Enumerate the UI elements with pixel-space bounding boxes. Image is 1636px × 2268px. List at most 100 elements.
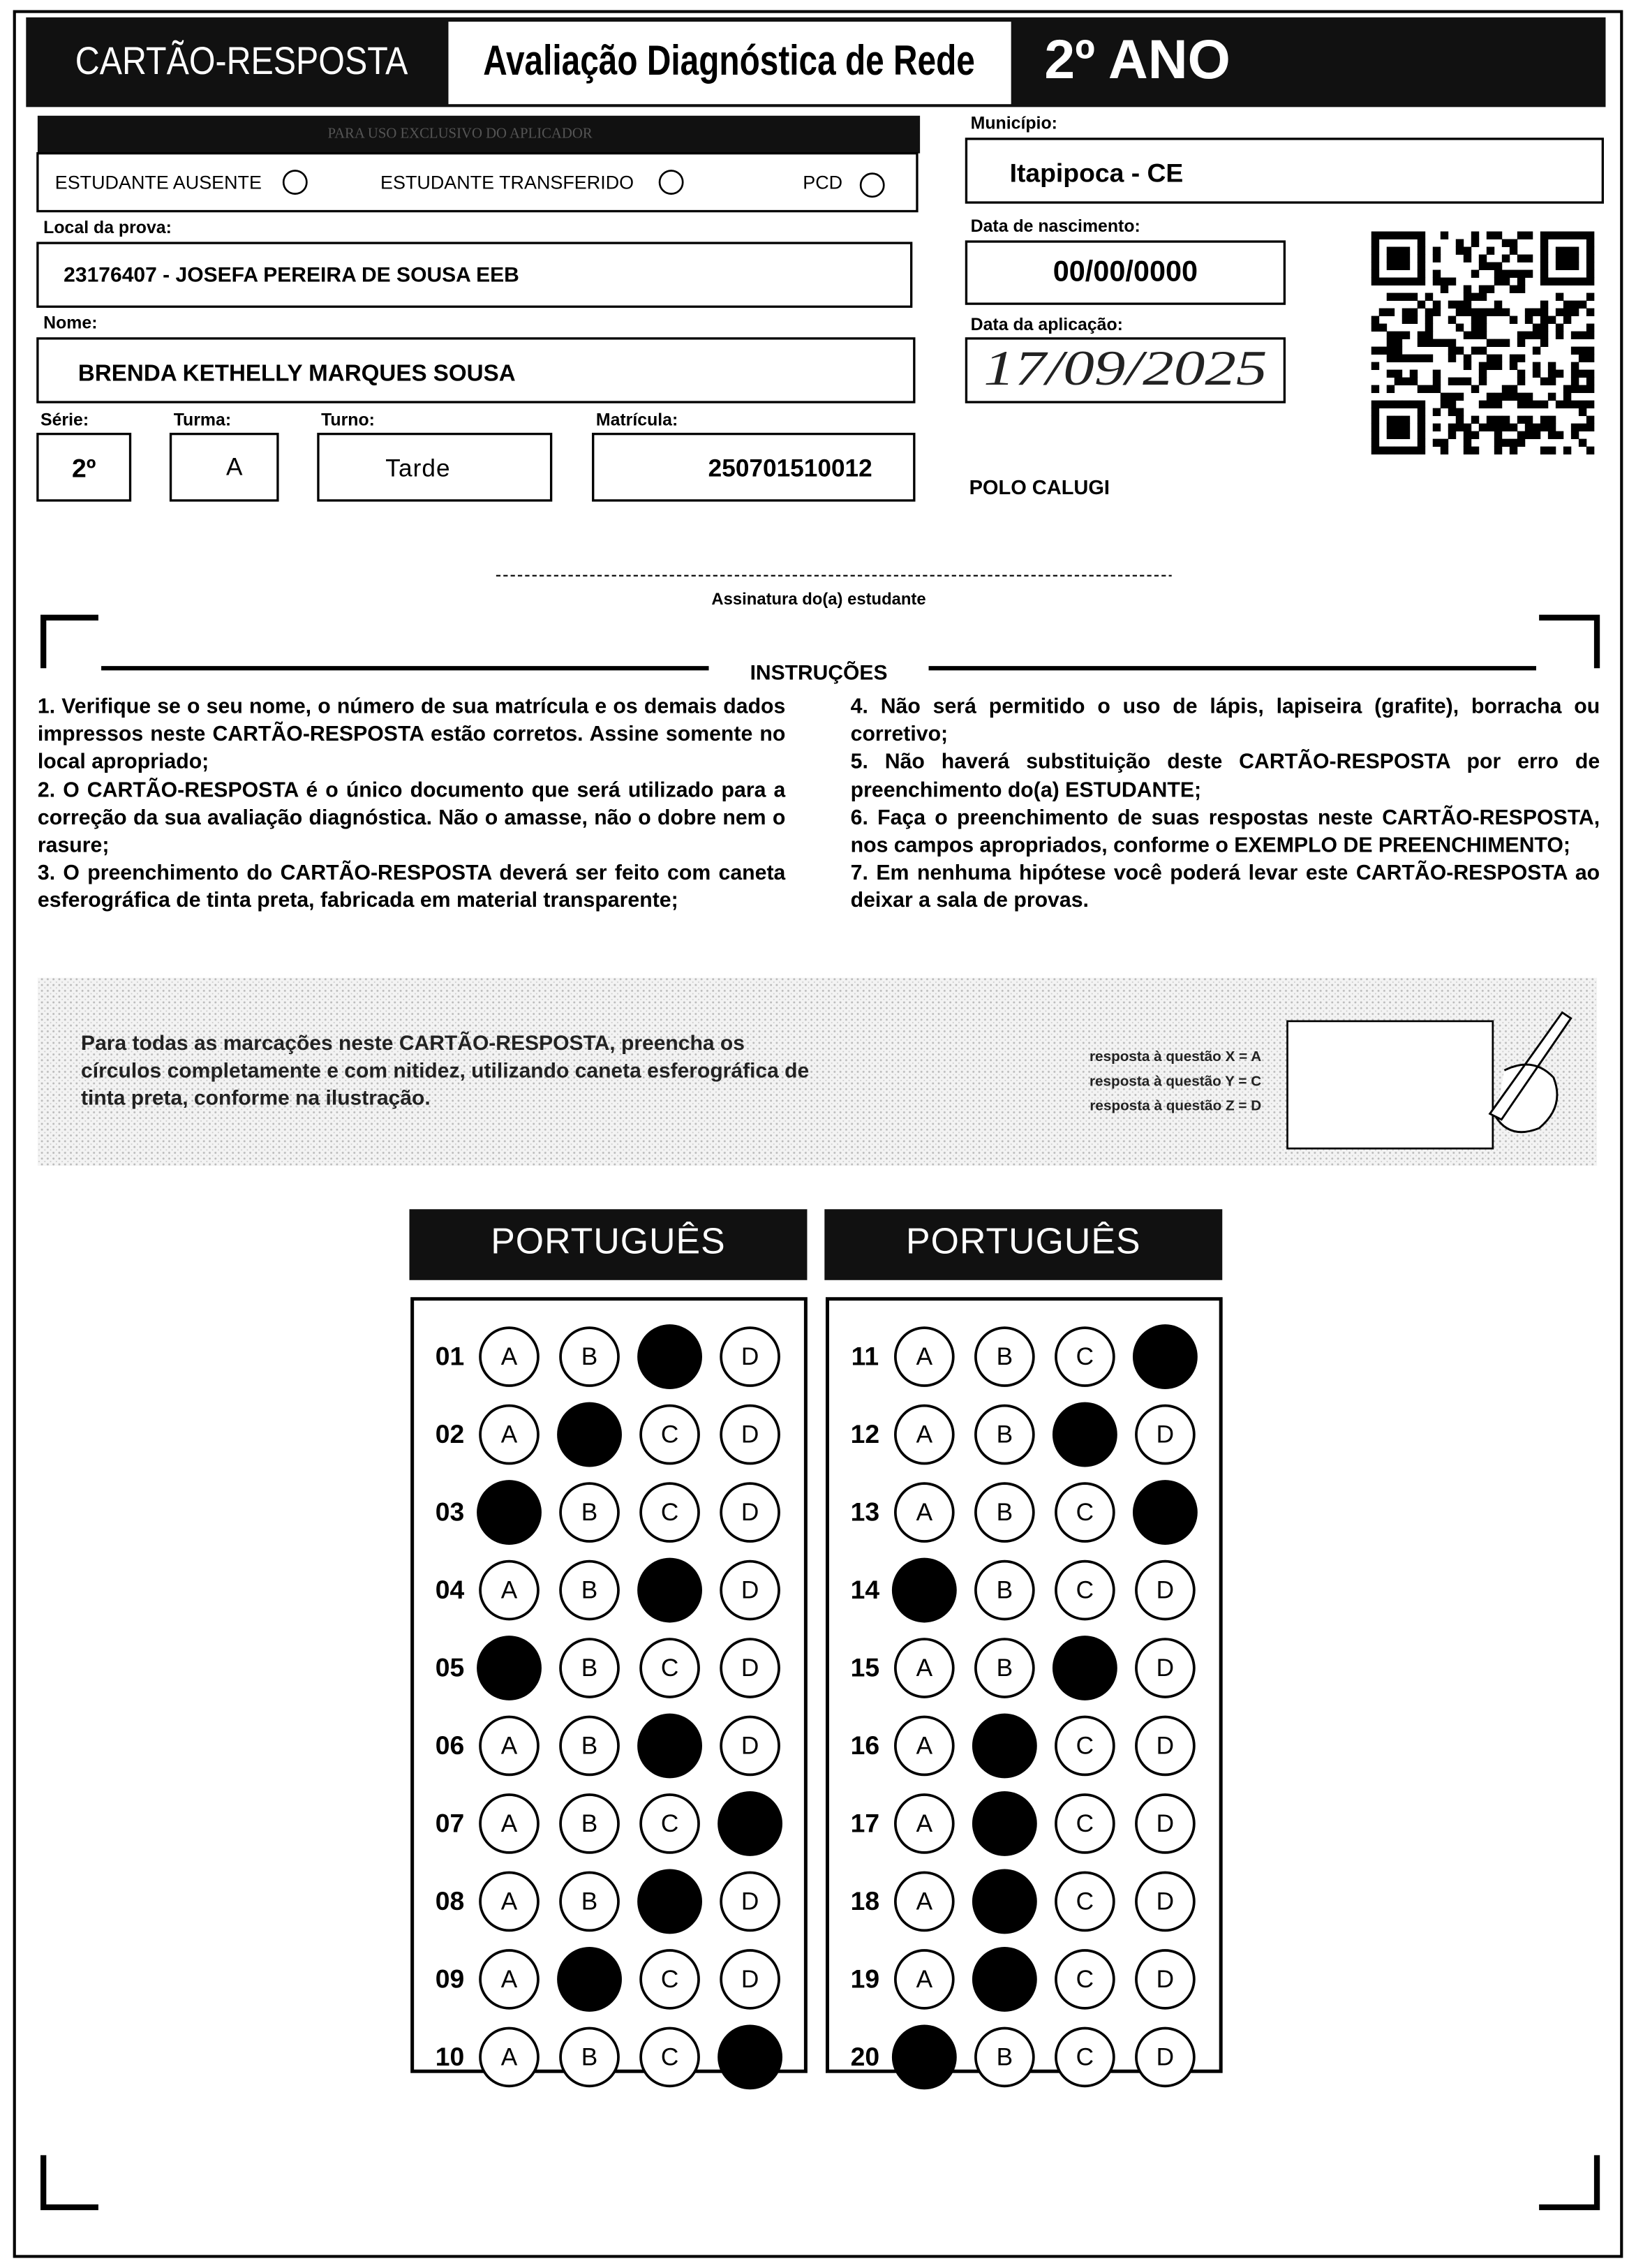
answer-bubble[interactable] (559, 1638, 620, 1698)
answer-bubble[interactable] (720, 1404, 780, 1465)
answer-bubble[interactable] (479, 2026, 540, 2088)
answer-bubble[interactable] (559, 1871, 620, 1932)
answer-bubble[interactable] (1055, 1949, 1115, 2010)
marked-bubble[interactable] (972, 1713, 1037, 1779)
answer-bubble[interactable] (894, 1326, 955, 1387)
answer-bubble[interactable] (559, 1793, 620, 1854)
applicator-checkbox[interactable] (282, 170, 308, 195)
answer-bubble[interactable] (639, 2026, 700, 2088)
answer-bubble[interactable] (974, 1326, 1035, 1387)
marked-bubble[interactable] (972, 1947, 1037, 2012)
answer-bubble[interactable] (974, 2026, 1035, 2088)
marked-bubble[interactable] (1052, 1402, 1117, 1467)
qr-module (1401, 262, 1411, 270)
answer-bubble[interactable] (479, 1404, 540, 1465)
answer-bubble[interactable] (894, 1715, 955, 1777)
answer-bubble[interactable] (1055, 2026, 1115, 2088)
answer-bubble[interactable] (559, 1715, 620, 1777)
qr-module (1501, 308, 1510, 316)
answer-bubble[interactable] (479, 1793, 540, 1854)
answer-bubble[interactable] (1135, 1871, 1196, 1932)
answer-bubble[interactable] (974, 1482, 1035, 1543)
answer-bubble[interactable] (894, 1404, 955, 1465)
answer-bubble[interactable] (1055, 1559, 1115, 1621)
qr-module (1494, 431, 1503, 440)
answer-bubble[interactable] (894, 1871, 955, 1932)
qr-module (1448, 277, 1457, 286)
marked-bubble[interactable] (717, 2024, 783, 2090)
marked-bubble[interactable] (557, 1402, 622, 1467)
answer-bubble[interactable] (479, 1871, 540, 1932)
answer-bubble[interactable] (479, 1715, 540, 1777)
answer-bubble[interactable] (720, 1871, 780, 1932)
marked-bubble[interactable] (891, 1557, 957, 1623)
answer-bubble[interactable] (894, 1793, 955, 1854)
marked-bubble[interactable] (477, 1480, 542, 1545)
qr-module (1448, 377, 1457, 386)
answer-bubble[interactable] (479, 1559, 540, 1621)
answer-bubble[interactable] (559, 2026, 620, 2088)
marked-bubble[interactable] (1132, 1324, 1198, 1390)
answer-bubble[interactable] (1135, 2026, 1196, 2088)
answer-bubble[interactable] (1135, 1559, 1196, 1621)
marked-bubble[interactable] (637, 1324, 702, 1390)
qr-module (1401, 415, 1411, 424)
marked-bubble[interactable] (1052, 1636, 1117, 1700)
marked-bubble[interactable] (637, 1869, 702, 1934)
answer-bubble[interactable] (894, 1482, 955, 1543)
answer-bubble[interactable] (1135, 1949, 1196, 2010)
answer-bubble[interactable] (720, 1715, 780, 1777)
answer-bubble[interactable] (1055, 1715, 1115, 1777)
marked-bubble[interactable] (717, 1791, 783, 1856)
answer-bubble[interactable] (720, 1638, 780, 1698)
answer-bubble[interactable] (559, 1326, 620, 1387)
qr-module (1547, 392, 1556, 401)
answer-bubble[interactable] (974, 1559, 1035, 1621)
answer-bubble[interactable] (1055, 1871, 1115, 1932)
answer-bubble[interactable] (1055, 1326, 1115, 1387)
marked-bubble[interactable] (557, 1947, 622, 2012)
answer-bubble[interactable] (1135, 1715, 1196, 1777)
answer-bubble[interactable] (1135, 1404, 1196, 1465)
marked-bubble[interactable] (891, 2024, 957, 2090)
answer-bubble[interactable] (894, 1949, 955, 2010)
answer-bubble[interactable] (1135, 1793, 1196, 1854)
answer-bubble[interactable] (479, 1949, 540, 2010)
answer-bubble[interactable] (1135, 1638, 1196, 1698)
option-letter: A (501, 1888, 518, 1915)
qr-module (1463, 362, 1472, 371)
answer-bubble[interactable] (974, 1638, 1035, 1698)
answer-bubble[interactable] (720, 1559, 780, 1621)
marked-bubble[interactable] (972, 1791, 1037, 1856)
marked-bubble[interactable] (972, 1869, 1037, 1934)
answer-bubble[interactable] (559, 1482, 620, 1543)
applicator-checkbox[interactable] (658, 170, 684, 195)
qr-module (1501, 423, 1510, 432)
answer-bubble[interactable] (639, 1482, 700, 1543)
marked-bubble[interactable] (477, 1636, 542, 1700)
answer-bubble[interactable] (720, 1326, 780, 1387)
qr-module (1463, 254, 1472, 262)
answer-bubble[interactable] (1055, 1793, 1115, 1854)
marked-bubble[interactable] (637, 1713, 702, 1779)
answer-bubble[interactable] (639, 1404, 700, 1465)
qr-module (1394, 346, 1403, 355)
answer-bubble[interactable] (639, 1793, 700, 1854)
qr-module (1401, 246, 1411, 255)
qr-module (1378, 446, 1388, 455)
answer-bubble[interactable] (479, 1326, 540, 1387)
answer-bubble[interactable] (894, 1638, 955, 1698)
qr-module (1478, 331, 1487, 339)
marked-bubble[interactable] (637, 1557, 702, 1623)
answer-bubble[interactable] (1055, 1482, 1115, 1543)
applicator-checkbox[interactable] (859, 172, 885, 198)
answer-bubble[interactable] (720, 1482, 780, 1543)
answer-bubble[interactable] (639, 1949, 700, 2010)
answer-bubble[interactable] (720, 1949, 780, 2010)
answer-bubble[interactable] (559, 1559, 620, 1621)
question-number: 08 (436, 1886, 465, 1915)
answer-bubble[interactable] (639, 1638, 700, 1698)
marked-bubble[interactable] (1132, 1480, 1198, 1545)
answer-bubble[interactable] (974, 1404, 1035, 1465)
